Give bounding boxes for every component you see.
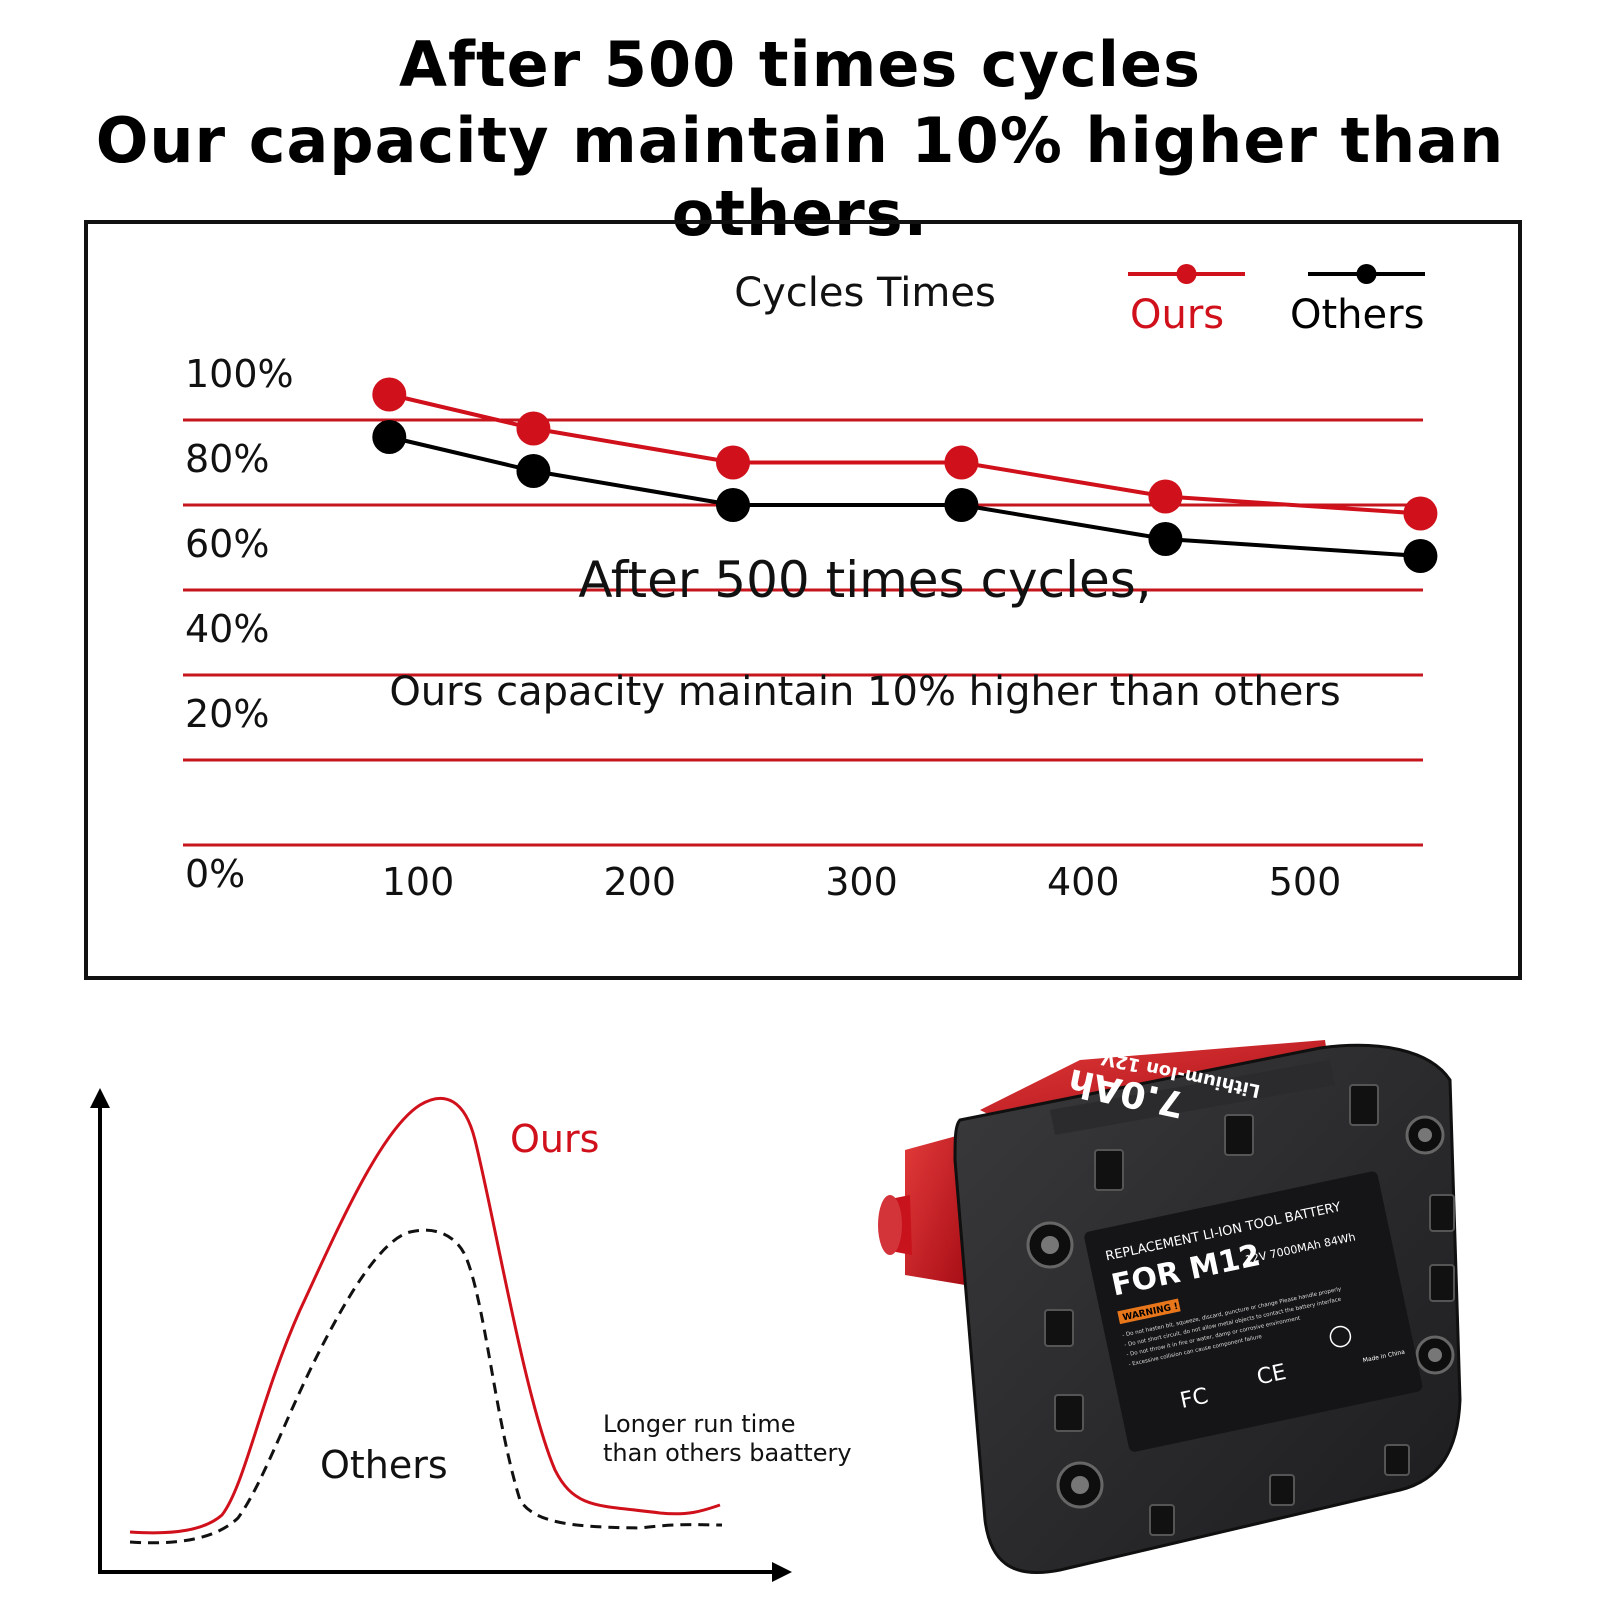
- run-annotation-line-1: Longer run time: [603, 1410, 795, 1438]
- run-legend-others: Others: [320, 1443, 448, 1487]
- y-tick-label: 0%: [185, 852, 245, 896]
- run-curve-ours: [129, 1096, 721, 1535]
- battery-connector: [878, 1135, 965, 1285]
- battery-clips: [1044, 1084, 1455, 1536]
- run-annotation-line-2: than others baattery: [603, 1439, 852, 1467]
- legend-label: Ours: [1130, 292, 1224, 338]
- chart-annotation-2: Ours capacity maintain 10% higher than o…: [389, 669, 1340, 715]
- y-tick-label: 20%: [185, 692, 269, 736]
- run-chart-y-arrow: [90, 1088, 110, 1108]
- data-point: [516, 454, 551, 488]
- run-chart-x-arrow: [772, 1562, 792, 1582]
- data-point: [372, 420, 407, 454]
- battery-label-fcc: FC: [1178, 1384, 1211, 1414]
- battery-recycle-icon: [1329, 1325, 1352, 1348]
- data-point: [372, 377, 407, 412]
- data-point: [716, 488, 751, 522]
- y-tick-label: 100%: [185, 352, 294, 396]
- x-tick-label: 400: [1047, 860, 1120, 904]
- data-point: [716, 445, 751, 480]
- run-curve-others: [129, 1228, 723, 1545]
- legend-marker: [1176, 264, 1197, 284]
- battery-screws: [1026, 1115, 1455, 1509]
- battery-label-ce: CE: [1255, 1360, 1289, 1391]
- legend-label: Others: [1290, 292, 1424, 338]
- capacity-chart-frame: [84, 220, 1522, 980]
- series-line: [388, 392, 1421, 516]
- data-point: [944, 445, 979, 480]
- y-tick-label: 40%: [185, 607, 269, 651]
- capacity-line-chart: 0% 20% 40% 60% 80% 100% 100 200 300 400 500 Cycles …: [183, 264, 1438, 904]
- x-tick-label: 100: [382, 860, 455, 904]
- x-tick-label: 200: [603, 860, 676, 904]
- legend-marker: [1356, 264, 1377, 284]
- chart-annotation-1: After 500 times cycles,: [578, 551, 1151, 609]
- run-legend-ours: Ours: [510, 1117, 599, 1161]
- chart-title: Cycles Times: [734, 270, 996, 316]
- x-tick-label: 300: [825, 860, 898, 904]
- y-tick-label: 80%: [185, 437, 269, 481]
- data-point: [516, 411, 551, 446]
- series-line: [388, 435, 1421, 558]
- page-title-line-2: Our capacity maintain 10% higher than ot…: [95, 104, 1505, 250]
- data-point: [1403, 496, 1438, 531]
- x-tick-label: 500: [1269, 860, 1342, 904]
- page-title-line-1: After 500 times cycles: [399, 28, 1201, 101]
- data-point: [1148, 522, 1183, 556]
- y-tick-label: 60%: [185, 522, 269, 566]
- data-point: [944, 488, 979, 522]
- data-point: [1148, 479, 1183, 514]
- data-point: [1403, 539, 1438, 573]
